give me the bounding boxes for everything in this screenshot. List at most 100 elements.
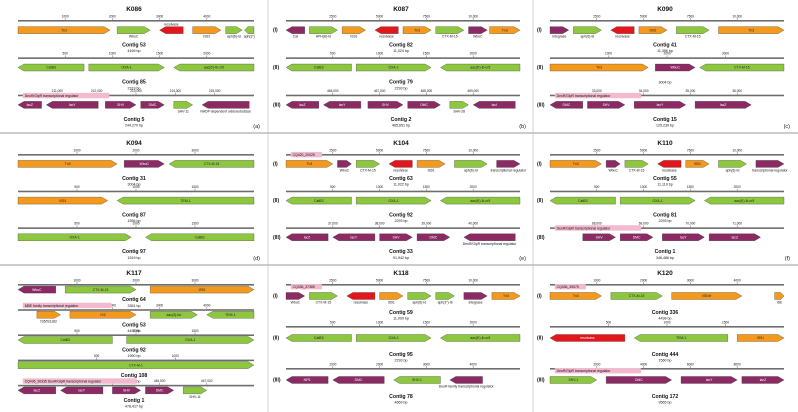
contig-name: Contig 53 [122,42,146,48]
panel-k104: K104 (e) (I) 2500 5000 7500 10,000 Tn3 WbuC CTX-M… [273,140,527,262]
gene-label: SHV [596,235,604,239]
gene-label: resolvase [615,35,630,39]
contig-track: (III) 2000 4000 6000 8000 SHV-1 DMC lacY lacZ Deo… [537,362,785,405]
contig-ruler [286,368,520,370]
gene-label: Tn3 [573,294,579,298]
contig-size: 465,651 bp [392,124,410,128]
contig-size: 3004 bp [128,182,141,186]
gene-label: WbuC [340,168,350,172]
gene-label: Tn3 [61,28,67,32]
ruler-tick-label: 10,000 [468,14,478,18]
contig-roman: (III) [537,377,545,383]
contig-roman: (III) [273,235,281,241]
contig-track: 1000 2000 3000 4000 Tn3 WbuC resolvase IS91 aph(… [17,14,255,53]
contig-size: 2319 bp [128,86,141,90]
ruler-tick-label: 3000 [156,304,163,308]
contig-name: Contig 172 [652,394,679,400]
gene-arrow [620,196,696,205]
gene-arrow [36,311,61,319]
contig-track: (I) 1000 2000 3000 4000 Tn3 CTX-M-15 ISEc9 IS6 CQ… [537,278,785,321]
contig-ruler [18,384,254,387]
gene-arrow [440,334,521,342]
contig-ruler [286,20,520,22]
gene-label: aph(6)-Id [581,35,595,39]
ruler-tick-label: 500 [330,185,336,189]
gene-arrow [549,292,602,300]
gene-label: CatB3 [195,235,205,239]
contig-name: Contig 336 [652,310,679,316]
gene-label: aac(6')-Ib-cr5 [204,66,224,70]
gene-arrow [774,292,785,300]
ruler-tick-label: 70,000 [686,222,696,226]
gene-arrow [491,292,521,300]
ruler-tick-label: 37,000 [328,222,338,226]
gene-arrow [573,26,602,34]
gene-label: OXA-1 [389,66,399,70]
highlight-label: CQ436_37385 [293,285,315,289]
ruler-tick-label: 1500 [156,52,163,56]
gene-label: aph(6)-Id [726,168,740,172]
gene-label: SHV-28 [453,109,465,113]
gene-label: CTX-M-15 [204,162,220,166]
gene-label: resolvase [379,35,394,39]
gene-arrow [285,196,352,205]
gene-label: IS6 [777,300,782,304]
highlight-label: DeoR/GlpR transcriptional regulator [557,369,612,373]
ruler-tick-label: 3000 [191,148,198,152]
gene-arrow [549,101,583,109]
gene-arrow [173,63,255,72]
ruler-tick-label: 466,000 [327,89,339,93]
gene-arrow [17,196,108,205]
contig-ruler [286,326,520,328]
gene-label: CatB3 [314,199,324,203]
highlight-label-box [554,367,642,374]
gene-label: lacI [492,103,497,107]
ruler-tick-label: 4000 [470,362,477,366]
gene-label: aac(6')-Ib-cr5 [470,336,490,340]
ruler-tick-label: 215,000 [209,89,221,93]
gene-label: TEM-1 [676,336,686,340]
gene-arrow [708,233,761,241]
ruler-tick-label: 467,000 [374,89,386,93]
ruler-tick-label: 2000 [640,278,647,282]
contig-track: (II) 500 1000 1500 2000 CatB3 OXA-1 aac(6')-Ib-… [273,52,521,90]
ruler-tick-label: 7500 [423,148,430,152]
contig-track: (II) 500 1000 1500 resolvase TEM-1 IS91 Contig … [537,320,785,363]
gene-arrow [17,361,255,369]
contig-name: Contig 2 [391,117,412,123]
gene-label: lacZ [720,103,726,107]
gene-label: SHV [392,235,400,239]
contig-roman: (III) [273,377,281,383]
contig-ruler [286,57,520,59]
contig-track: (I) 2500 5000 7500 10,000 Tn3 WbuC CTX-M-15 reso… [273,148,527,186]
gene-label: Tn3 [306,162,312,166]
gene-arrow [718,26,785,34]
gene-arrow [126,336,255,344]
gene-arrow [285,63,352,72]
gene-label: transcriptional regulator [752,168,788,172]
contig-size: 2293 bp [395,86,408,90]
gene-label: lacZ [27,103,33,107]
gene-label: SHV [382,103,390,107]
gene-label: resolvase [354,300,369,304]
contig-name: Contig 92 [122,348,146,354]
gene-label: CTX-M-15 [629,168,645,172]
panel-k086: K086 (a) 1000 2000 3000 4000 Tn3 WbuC resolvase I… [17,6,260,130]
gene-label: DMC [149,103,157,107]
ruler-tick-label: 1500 [722,320,729,324]
ruler-tick-label: 1000 [640,185,647,189]
contig-name: Contig 87 [122,213,146,219]
ruler-tick-label: 1500 [423,185,430,189]
gene-label: lacY [680,235,687,239]
contig-size: 11,119 bp [657,182,672,186]
gene-label: integrase [469,300,483,304]
contig-ruler [550,154,784,156]
gene-label: CTX-M-15 [93,288,109,292]
contig-size: 4498 bp [659,317,672,321]
ruler-tick-label: 469,000 [467,89,479,93]
panel-title: K120 [657,270,673,277]
gene-label: TEM-1 [225,313,235,317]
ruler-tick-label: 33,000 [592,89,602,93]
